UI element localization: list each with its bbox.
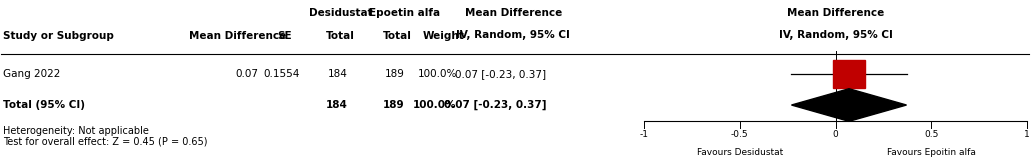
- Text: 0.07 [-0.23, 0.37]: 0.07 [-0.23, 0.37]: [455, 69, 546, 79]
- Text: 0.07: 0.07: [235, 69, 258, 79]
- Text: Mean Difference: Mean Difference: [189, 31, 287, 41]
- FancyBboxPatch shape: [833, 60, 866, 88]
- Text: -1: -1: [640, 130, 648, 139]
- Text: SE: SE: [277, 31, 291, 41]
- Text: 0.5: 0.5: [925, 130, 939, 139]
- Text: Weight: Weight: [422, 31, 464, 41]
- Polygon shape: [792, 89, 906, 121]
- Text: 0.1554: 0.1554: [263, 69, 299, 79]
- Text: Desidustat: Desidustat: [309, 8, 373, 18]
- Text: 184: 184: [326, 100, 348, 110]
- Text: Gang 2022: Gang 2022: [3, 69, 61, 79]
- Text: 100.0%: 100.0%: [413, 100, 457, 110]
- Text: Study or Subgroup: Study or Subgroup: [3, 31, 115, 41]
- Text: IV, Random, 95% CI: IV, Random, 95% CI: [778, 30, 893, 40]
- Text: Mean Difference: Mean Difference: [787, 8, 884, 18]
- Text: Favours Epoitin alfa: Favours Epoitin alfa: [886, 148, 976, 157]
- Text: Test for overall effect: Z = 0.45 (P = 0.65): Test for overall effect: Z = 0.45 (P = 0…: [3, 137, 207, 147]
- Text: Heterogeneity: Not applicable: Heterogeneity: Not applicable: [3, 126, 150, 136]
- Text: Total: Total: [326, 31, 355, 41]
- Text: Favours Desidustat: Favours Desidustat: [697, 148, 783, 157]
- Text: 0: 0: [833, 130, 838, 139]
- Text: Mean Difference: Mean Difference: [464, 8, 562, 18]
- Text: -0.5: -0.5: [731, 130, 748, 139]
- Text: IV, Random, 95% CI: IV, Random, 95% CI: [456, 30, 571, 40]
- Text: Total (95% CI): Total (95% CI): [3, 100, 86, 110]
- Text: 189: 189: [383, 100, 405, 110]
- Text: Epoetin alfa: Epoetin alfa: [368, 8, 440, 18]
- Text: Total: Total: [383, 31, 412, 41]
- Text: 100.0%: 100.0%: [417, 69, 457, 79]
- Text: 1: 1: [1025, 130, 1030, 139]
- Text: 189: 189: [385, 69, 405, 79]
- Text: 0.07 [-0.23, 0.37]: 0.07 [-0.23, 0.37]: [444, 100, 546, 110]
- Text: 184: 184: [328, 69, 348, 79]
